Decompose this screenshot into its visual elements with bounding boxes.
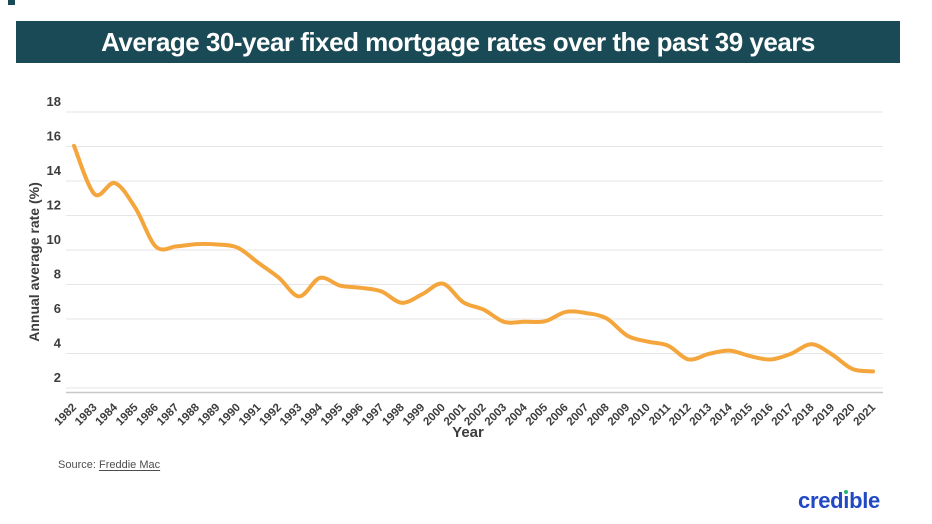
x-tick-label-1998: 1998 [380,401,407,428]
logo-text-left: cred [798,488,844,513]
x-tick-label-2008: 2008 [585,401,612,428]
x-tick-label-2021: 2021 [852,401,879,428]
mortgage-rate-series-line [72,143,875,374]
x-axis-title: Year [452,424,484,441]
x-tick-label-2017: 2017 [770,402,797,429]
mortgage-rate-line-chart: 2 4 6 8 10 12 14 16 18 Annual average rate (%) 198… [26,94,883,441]
x-tick-label-2014: 2014 [708,401,735,428]
teal-corner-accent [8,0,15,5]
x-tick-label-2003: 2003 [483,402,510,429]
x-tick-label-1992: 1992 [257,402,284,429]
x-tick-label-1983: 1983 [73,402,100,429]
y-tick-label-8: 8 [54,267,61,282]
source-link-freddie-mac[interactable]: Freddie Mac [98,459,161,471]
x-tick-label-1991: 1991 [237,401,264,428]
logo-text-right: ble [849,488,880,513]
y-axis-title: Annual average rate (%) [26,182,42,342]
y-tick-label-4: 4 [54,336,62,351]
x-tick-label-1999: 1999 [401,402,428,429]
y-tick-label-16: 16 [47,129,61,144]
y-tick-label-12: 12 [47,198,61,213]
chart-title-bar: Average 30-year fixed mortgage rates ove… [16,21,900,63]
x-tick-label-1982: 1982 [53,402,80,429]
x-tick-label-2009: 2009 [606,402,633,429]
logo-letter-i: ı [843,488,850,513]
y-tick-label-10: 10 [47,232,61,247]
x-tick-label-2020: 2020 [831,402,858,429]
logo-green-i-dot [844,489,849,494]
source-label: Source: [58,459,96,471]
y-tick-label-2: 2 [54,370,61,385]
x-tick-label-2007: 2007 [565,402,592,429]
x-tick-label-2011: 2011 [647,401,674,428]
source-line: Source: Freddie Mac [58,459,160,471]
x-tick-label-1995: 1995 [319,401,346,428]
chart-title: Average 30-year fixed mortgage rates ove… [101,26,815,57]
y-tick-label-14: 14 [47,163,62,178]
x-tick-label-2012: 2012 [667,402,694,429]
x-tick-label-2004: 2004 [503,401,530,428]
x-tick-label-2000: 2000 [421,402,448,429]
x-tick-label-1986: 1986 [134,402,161,429]
x-tick-label-1985: 1985 [114,401,141,428]
x-tick-label-2016: 2016 [749,402,776,429]
x-tick-label-2015: 2015 [729,401,756,428]
x-tick-label-1993: 1993 [278,402,305,429]
y-tick-label-18: 18 [47,94,61,109]
credible-logo: credı ble [798,488,880,514]
x-tick-label-1990: 1990 [216,402,243,429]
x-tick-label-2010: 2010 [626,402,653,429]
x-tick-label-1989: 1989 [196,402,223,429]
x-tick-label-2006: 2006 [544,402,571,429]
y-tick-label-6: 6 [54,301,61,316]
x-tick-label-1984: 1984 [94,401,121,428]
x-tick-label-1996: 1996 [339,402,366,429]
x-tick-label-2019: 2019 [811,402,838,429]
x-tick-label-2018: 2018 [790,401,817,428]
x-tick-label-2005: 2005 [524,401,551,428]
x-tick-label-1994: 1994 [298,401,325,428]
x-tick-label-1988: 1988 [175,401,202,428]
x-tick-label-2013: 2013 [688,402,715,429]
x-tick-label-1997: 1997 [360,402,387,429]
x-tick-label-1987: 1987 [155,402,182,429]
